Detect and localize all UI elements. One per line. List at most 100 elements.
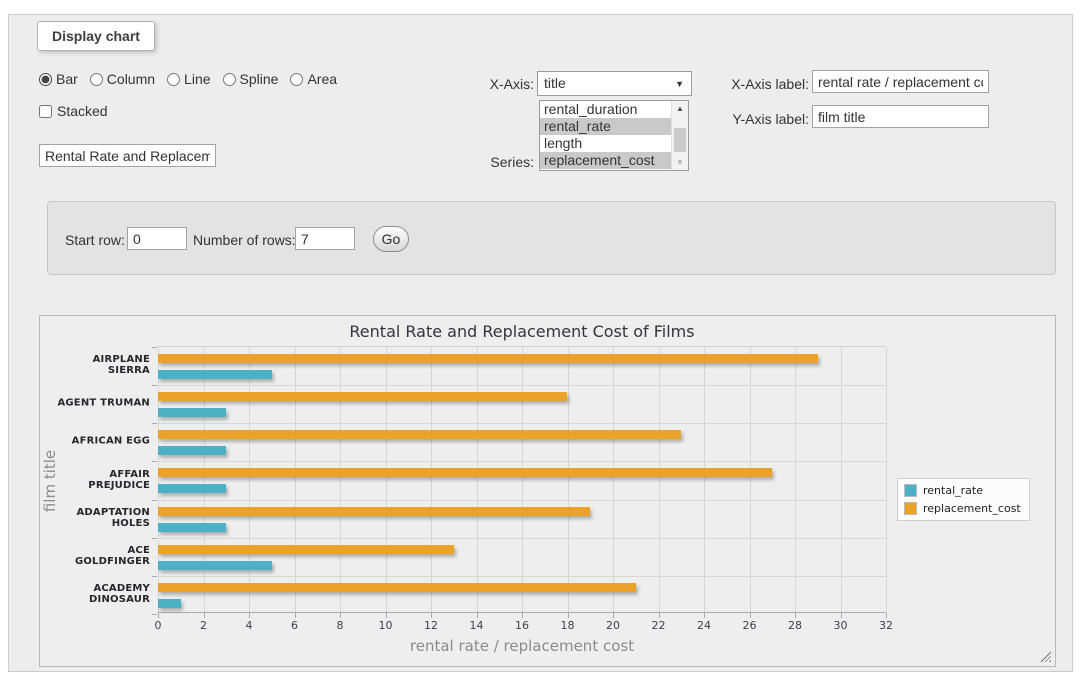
category-label: AFFAIR PREJUDICE — [54, 469, 150, 491]
bar-rental_rate — [158, 484, 226, 493]
x-tick-mark — [750, 613, 751, 618]
bar-rental_rate — [158, 599, 181, 608]
legend-label: rental_rate — [923, 484, 983, 497]
y-tick-mark — [152, 347, 157, 348]
chart-title: Rental Rate and Replacement Cost of Film… — [158, 322, 886, 341]
gridline — [704, 347, 705, 612]
row-gridline — [158, 538, 886, 539]
x-tick-mark — [204, 613, 205, 618]
stacked-checkbox[interactable] — [39, 105, 52, 118]
y-axis-label-label: Y-Axis label: — [723, 111, 809, 127]
x-tick-mark — [295, 613, 296, 618]
x-axis-label-label: X-Axis label: — [723, 76, 809, 92]
bar-rental_rate — [158, 446, 226, 455]
go-button[interactable]: Go — [373, 226, 409, 252]
y-tick-mark — [152, 614, 157, 615]
x-tick-mark — [886, 613, 887, 618]
x-tick-mark — [704, 613, 705, 618]
series-option-rental_rate[interactable]: rental_rate — [540, 118, 688, 135]
gridline — [659, 347, 660, 612]
gridline — [750, 347, 751, 612]
radio-option-bar[interactable]: Bar — [39, 71, 78, 87]
scroll-down-icon[interactable]: ▼ — [672, 155, 688, 170]
chart-legend: rental_rate replacement_cost — [897, 478, 1030, 521]
y-axis-label-input[interactable] — [812, 105, 989, 128]
chevron-down-icon: ▼ — [675, 79, 684, 89]
radio-label: Spline — [240, 71, 279, 87]
x-axis-select[interactable]: title ▼ — [537, 71, 692, 96]
x-tick-label: 20 — [606, 619, 620, 632]
legend-label: replacement_cost — [923, 502, 1021, 515]
category-label: ACE GOLDFINGER — [54, 545, 150, 567]
category-label: AIRPLANE SIERRA — [54, 354, 150, 376]
x-axis-label-input[interactable] — [812, 70, 989, 93]
gridline — [431, 347, 432, 612]
y-tick-mark — [152, 500, 157, 501]
x-tick-mark — [340, 613, 341, 618]
num-rows-input[interactable] — [295, 227, 355, 250]
stacked-label: Stacked — [57, 103, 108, 119]
radio-option-column[interactable]: Column — [90, 71, 155, 87]
x-tick-label: 16 — [515, 619, 529, 632]
category-label: AGENT TRUMAN — [54, 398, 150, 409]
gridline — [795, 347, 796, 612]
category-label: ACADEMY DINOSAUR — [54, 583, 150, 605]
resize-handle-icon[interactable] — [1040, 651, 1051, 662]
radio-line[interactable] — [167, 73, 180, 86]
chart-type-radio-group: Bar Column Line Spline Area — [39, 71, 345, 87]
y-tick-mark — [152, 576, 157, 577]
x-tick-label: 12 — [424, 619, 438, 632]
bar-replacement_cost — [158, 354, 818, 363]
x-tick-label: 32 — [879, 619, 893, 632]
chart-title-input[interactable] — [39, 144, 216, 167]
y-tick-mark — [152, 538, 157, 539]
y-tick-mark — [152, 423, 157, 424]
bar-rental_rate — [158, 370, 272, 379]
fieldset-legend: Display chart — [37, 21, 155, 51]
x-tick-label: 6 — [291, 619, 298, 632]
gridline — [522, 347, 523, 612]
radio-label: Bar — [56, 71, 78, 87]
series-option-replacement_cost[interactable]: replacement_cost — [540, 152, 688, 169]
legend-item: replacement_cost — [904, 502, 1021, 515]
legend-swatch-icon — [904, 502, 917, 515]
radio-area[interactable] — [290, 73, 303, 86]
x-tick-label: 2 — [200, 619, 207, 632]
radio-option-line[interactable]: Line — [167, 71, 210, 87]
x-tick-mark — [249, 613, 250, 618]
x-tick-mark — [431, 613, 432, 618]
x-tick-label: 10 — [379, 619, 393, 632]
scrollbar[interactable]: ▲ ▼ — [671, 101, 688, 170]
x-tick-label: 4 — [246, 619, 253, 632]
chart-container: Rental Rate and Replacement Cost of Film… — [39, 315, 1056, 667]
display-chart-fieldset: Display chart Bar Column Line Spline Area St… — [8, 14, 1073, 672]
stacked-checkbox-row: Stacked — [39, 103, 108, 119]
start-row-input[interactable] — [127, 227, 187, 250]
x-tick-mark — [158, 613, 159, 618]
category-label: AFRICAN EGG — [54, 436, 150, 447]
series-option-length[interactable]: length — [540, 135, 688, 152]
gridline — [386, 347, 387, 612]
y-tick-mark — [152, 385, 157, 386]
plot-area — [158, 346, 886, 613]
x-tick-mark — [522, 613, 523, 618]
x-tick-label: 0 — [155, 619, 162, 632]
scroll-up-icon[interactable]: ▲ — [672, 101, 688, 116]
scrollbar-thumb[interactable] — [674, 128, 686, 152]
radio-bar[interactable] — [39, 73, 52, 86]
x-tick-label: 8 — [337, 619, 344, 632]
x-tick-mark — [659, 613, 660, 618]
bar-replacement_cost — [158, 545, 454, 554]
radio-option-area[interactable]: Area — [290, 71, 337, 87]
x-tick-label: 24 — [697, 619, 711, 632]
series-option-rental_duration[interactable]: rental_duration — [540, 101, 688, 118]
radio-column[interactable] — [90, 73, 103, 86]
row-gridline — [158, 385, 886, 386]
series-multiselect[interactable]: rental_durationrental_ratelengthreplacem… — [539, 100, 689, 171]
radio-spline[interactable] — [223, 73, 236, 86]
gridline — [886, 347, 887, 612]
x-axis-select-label: X-Axis: — [464, 76, 534, 92]
legend-item: rental_rate — [904, 484, 1021, 497]
gridline — [204, 347, 205, 612]
radio-option-spline[interactable]: Spline — [223, 71, 279, 87]
